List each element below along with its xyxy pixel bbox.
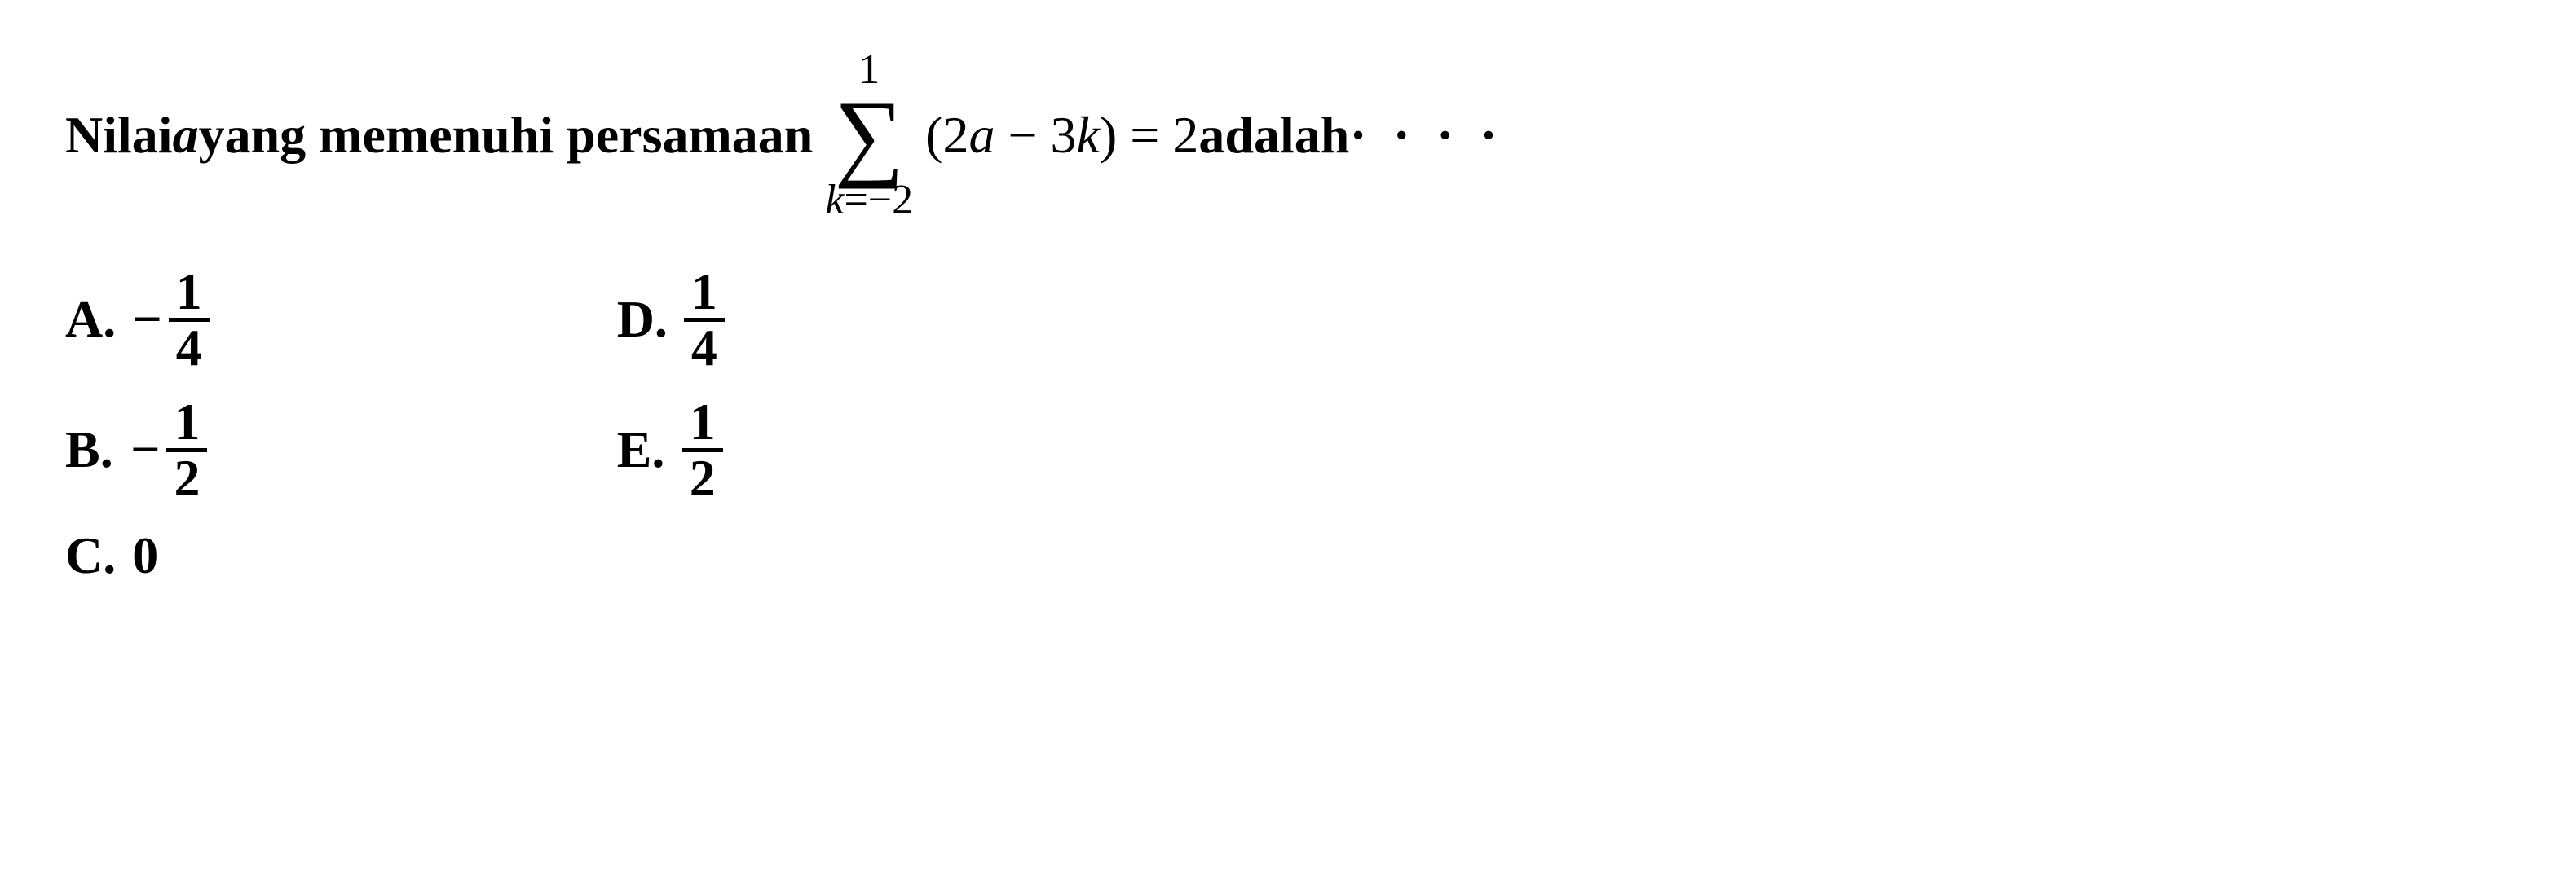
option-c-value: 0	[132, 526, 158, 586]
options-column-right: D. 1 4 E. 1 2	[617, 254, 725, 596]
option-c-letter: C.	[65, 526, 116, 586]
option-b-denominator: 2	[167, 452, 206, 504]
text-after: adalah	[1198, 104, 1349, 167]
option-b-numerator: 1	[167, 396, 206, 448]
option-e-letter: E.	[617, 420, 666, 480]
option-a-fraction: 1 4	[169, 266, 210, 374]
option-d-letter: D.	[617, 289, 668, 350]
option-e-fraction: 1 2	[682, 396, 723, 504]
summation-symbol: 1 ∑ k=−2	[825, 49, 913, 222]
question-text: Nilai a yang memenuhi persamaan 1 ∑ k=−2…	[65, 49, 2511, 222]
option-a-letter: A.	[65, 289, 116, 350]
text-middle: yang memenuhi persamaan	[199, 104, 814, 167]
variable-a: a	[173, 104, 199, 167]
sigma-icon: ∑	[834, 91, 904, 179]
options-column-left: A. − 1 4 B. − 1 2 C. 0	[65, 254, 210, 596]
option-b: B. − 1 2	[65, 385, 210, 515]
option-a-numerator: 1	[170, 266, 209, 318]
text-before: Nilai	[65, 104, 173, 167]
ellipsis-dots: · · · ·	[1349, 104, 1503, 167]
option-c: C. 0	[65, 515, 210, 596]
expression: (2a − 3k) = 2	[925, 104, 1198, 167]
option-a-denominator: 4	[170, 322, 209, 374]
sum-lower-bound: k=−2	[825, 179, 913, 222]
option-e-denominator: 2	[683, 452, 722, 504]
option-e: E. 1 2	[617, 385, 725, 515]
option-d: D. 1 4	[617, 254, 725, 385]
option-d-numerator: 1	[685, 266, 724, 318]
option-b-fraction: 1 2	[166, 396, 207, 504]
option-b-letter: B.	[65, 420, 114, 480]
option-d-fraction: 1 4	[684, 266, 725, 374]
options-container: A. − 1 4 B. − 1 2 C. 0 D. 1	[65, 254, 2511, 596]
option-a: A. − 1 4	[65, 254, 210, 385]
option-d-denominator: 4	[685, 322, 724, 374]
option-b-sign: −	[130, 420, 160, 480]
option-a-sign: −	[132, 289, 161, 350]
option-e-numerator: 1	[683, 396, 722, 448]
